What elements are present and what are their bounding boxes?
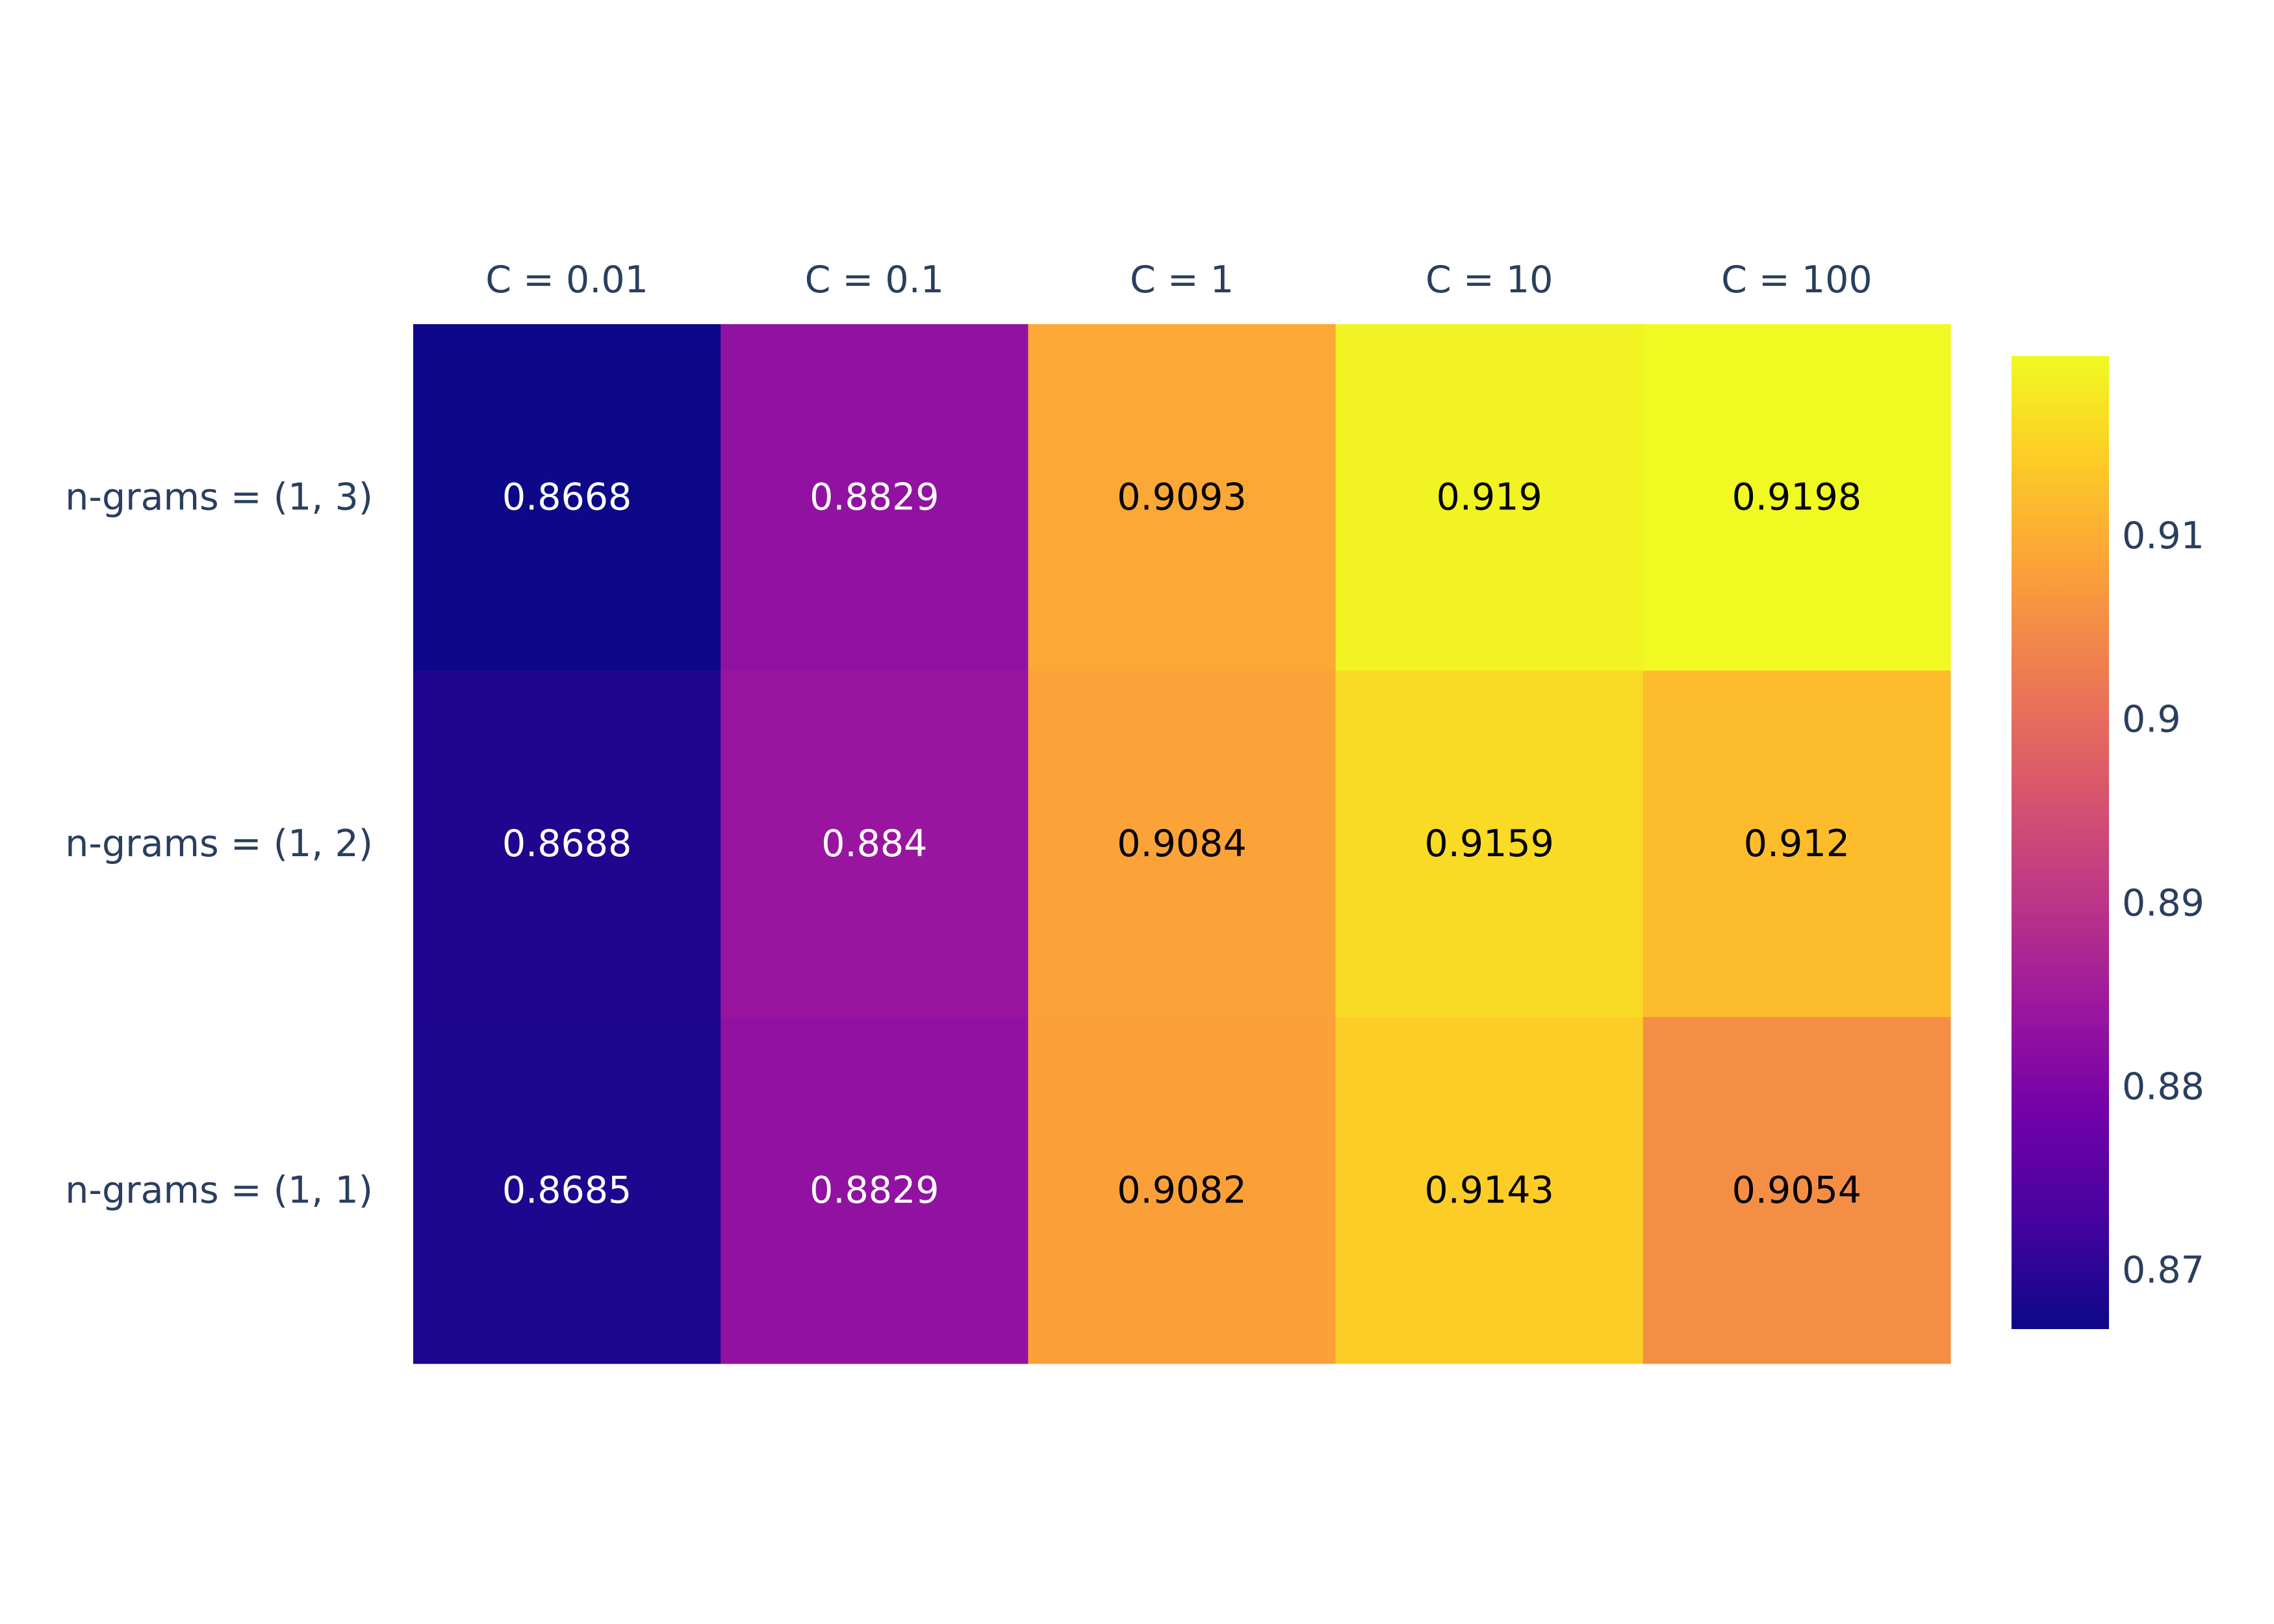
heatmap-cell <box>721 670 1028 1018</box>
heatmap-cell <box>721 324 1028 671</box>
heatmap-cell <box>1335 1017 1644 1364</box>
cell-value-label: 0.9084 <box>1117 822 1246 865</box>
cell-value-label: 0.9054 <box>1732 1169 1861 1212</box>
heatmap-cell <box>721 1017 1028 1364</box>
colorbar-gradient-bar <box>2012 356 2109 1329</box>
heatmap-cell <box>1028 1017 1336 1364</box>
x-axis-tick-label: C = 0.01 <box>485 259 648 301</box>
cell-value-label: 0.8685 <box>502 1169 632 1212</box>
heatmap-cell <box>1028 324 1336 671</box>
y-axis-tick-label: n-grams = (1, 3) <box>65 476 373 519</box>
heatmap-cell-labels: 0.8668 0.8829 0.9093 0.919 0.9198 0.8688 0.884… <box>502 476 1861 1212</box>
colorbar-tick-label: 0.91 <box>2122 514 2204 557</box>
heatmap-cell <box>413 324 721 671</box>
heatmap-cell <box>1642 670 1951 1018</box>
cell-value-label: 0.8829 <box>810 476 939 519</box>
colorbar-tick-label: 0.88 <box>2122 1065 2204 1108</box>
y-axis-tick-label: n-grams = (1, 2) <box>65 822 373 865</box>
cell-value-label: 0.9082 <box>1117 1169 1246 1212</box>
cell-value-label: 0.9198 <box>1732 476 1861 519</box>
colorbar-tick-label: 0.9 <box>2122 698 2181 741</box>
heatmap-cell <box>1642 324 1951 671</box>
colorbar-tick-label: 0.87 <box>2122 1249 2204 1292</box>
cell-value-label: 0.919 <box>1437 476 1542 519</box>
heatmap-cells <box>413 324 1951 1364</box>
heatmap-cell <box>1028 670 1336 1018</box>
cell-value-label: 0.8829 <box>810 1169 939 1212</box>
y-axis-tick-label: n-grams = (1, 1) <box>65 1169 373 1212</box>
heatmap-cell <box>413 1017 721 1364</box>
cell-value-label: 0.9159 <box>1424 822 1553 865</box>
cell-value-label: 0.8668 <box>502 476 632 519</box>
cell-value-label: 0.8688 <box>502 822 632 865</box>
colorbar: 0.87 0.88 0.89 0.9 0.91 <box>2012 356 2204 1329</box>
heatmap-cell <box>1642 1017 1951 1364</box>
cell-value-label: 0.9093 <box>1117 476 1246 519</box>
cell-value-label: 0.912 <box>1744 822 1850 865</box>
x-axis-tick-label: C = 100 <box>1721 259 1872 301</box>
x-axis-tick-label: C = 1 <box>1130 259 1234 301</box>
heatmap-cell <box>1335 670 1644 1018</box>
heatmap-cell <box>413 670 721 1018</box>
heatmap-cell <box>1335 324 1644 671</box>
cell-value-label: 0.9143 <box>1424 1169 1553 1212</box>
colorbar-tick-label: 0.89 <box>2122 882 2204 924</box>
x-axis-tick-label: C = 0.1 <box>805 259 944 301</box>
y-axis-tick-labels: n-grams = (1, 3) n-grams = (1, 2) n-grams … <box>65 476 373 1212</box>
x-axis-tick-labels: C = 0.01 C = 0.1 C = 1 C = 10 C = 100 <box>485 259 1872 301</box>
cell-value-label: 0.884 <box>821 822 927 865</box>
x-axis-tick-label: C = 10 <box>1425 259 1553 301</box>
